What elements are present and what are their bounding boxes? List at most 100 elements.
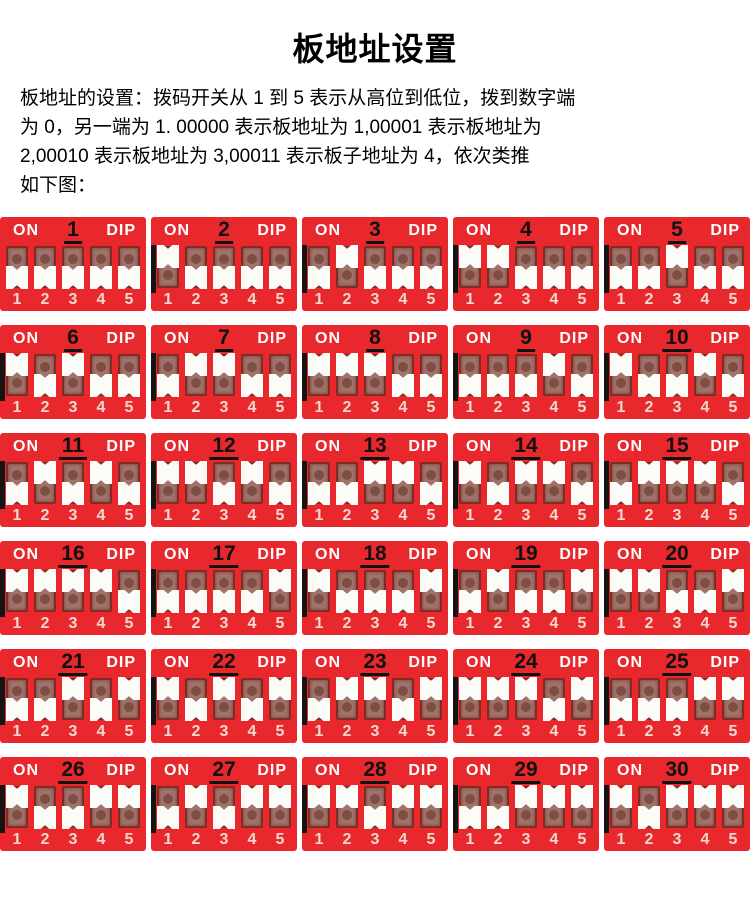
on-label: ON	[13, 222, 39, 239]
photo-edge-mark	[151, 353, 156, 401]
scale-digit: 5	[426, 831, 436, 848]
dip-panel-17-switch-4	[241, 570, 263, 613]
dip-panel-3: ON 3 DIP 1 2 3 4 5	[302, 217, 448, 311]
switch-slider	[241, 698, 263, 721]
dip-panel-28-switch-2	[336, 785, 358, 828]
dip-panel-4: ON 4 DIP 1 2 3 4 5	[453, 217, 599, 311]
scale-digit: 3	[370, 291, 380, 308]
scale-digit: 2	[644, 399, 654, 416]
switch-slider	[364, 806, 386, 829]
dip-panel-11-switch-5	[118, 462, 140, 505]
slot-recess-dot	[549, 254, 559, 264]
dip-panel-23-switch-5	[420, 677, 442, 720]
dip-panel-21: ON 21 DIP 1 2 3 4 5	[0, 649, 146, 743]
dip-panel-9: ON 9 DIP 1 2 3 4 5	[453, 325, 599, 419]
slot-recess-dot	[219, 702, 229, 712]
switch-slider	[420, 785, 442, 808]
address-number: 13	[360, 434, 390, 461]
scale-digit: 4	[700, 399, 710, 416]
dip-panel-17: ON 17 DIP 1 2 3 4 5	[151, 541, 297, 635]
dip-panel-9-switch-2	[487, 354, 509, 397]
slot-recess-dot	[577, 702, 587, 712]
address-number: 1	[64, 218, 82, 245]
switch-slider	[62, 569, 84, 592]
slot-recess-dot	[314, 254, 324, 264]
dip-panel-9-switch-4	[543, 353, 565, 396]
dip-panel-7-switch-2	[185, 353, 207, 396]
switch-slots	[308, 461, 442, 505]
position-scale: 1 2 3 4 5	[459, 291, 593, 309]
dip-panel-3-switch-4	[392, 246, 414, 289]
slot-recess-dot	[700, 378, 710, 388]
on-label: ON	[617, 438, 643, 455]
switch-slider	[638, 806, 660, 829]
slot-recess-dot	[465, 578, 475, 588]
slot-recess-dot	[96, 486, 106, 496]
slot-recess-dot	[577, 254, 587, 264]
address-number: 18	[360, 542, 390, 569]
scale-digit: 4	[549, 615, 559, 632]
switch-slider	[6, 785, 28, 808]
switch-slider	[308, 569, 330, 592]
dip-label: DIP	[408, 438, 438, 455]
position-scale: 1 2 3 4 5	[610, 399, 744, 417]
slot-recess-dot	[672, 686, 682, 696]
slot-recess-dot	[247, 578, 257, 588]
switch-slider	[515, 266, 537, 289]
switch-slider	[666, 461, 688, 484]
dip-panel-20-switch-4	[694, 570, 716, 613]
switch-slots	[610, 785, 744, 829]
dip-panel-27-switch-1	[157, 786, 179, 829]
slot-recess-dot	[644, 254, 654, 264]
dip-panel-18-switch-2	[336, 570, 358, 613]
position-scale: 1 2 3 4 5	[610, 507, 744, 525]
dip-panel-12-switch-5	[269, 462, 291, 505]
dip-label: DIP	[257, 762, 287, 779]
scale-digit: 2	[40, 291, 50, 308]
slot-recess-dot	[96, 254, 106, 264]
slot-recess-dot	[728, 702, 738, 712]
dip-panel-5: ON 5 DIP 1 2 3 4 5	[604, 217, 750, 311]
slot-recess-dot	[493, 702, 503, 712]
position-scale: 1 2 3 4 5	[157, 291, 291, 309]
dip-panel-3-switch-3	[364, 246, 386, 289]
on-label: ON	[315, 222, 341, 239]
dip-label: DIP	[106, 330, 136, 347]
switch-slider	[157, 806, 179, 829]
switch-slider	[515, 677, 537, 700]
slot-recess-dot	[124, 362, 134, 372]
switch-slider	[118, 785, 140, 808]
dip-panel-2-switch-3	[213, 246, 235, 289]
slot-recess-dot	[549, 686, 559, 696]
dip-label: DIP	[106, 222, 136, 239]
dip-panel-20-switch-2	[638, 569, 660, 612]
slot-recess-dot	[68, 470, 78, 480]
position-scale: 1 2 3 4 5	[6, 291, 140, 309]
scale-digit: 2	[644, 507, 654, 524]
switch-slider	[269, 677, 291, 700]
slot-recess-dot	[577, 470, 587, 480]
switch-slider	[213, 677, 235, 700]
scale-digit: 1	[616, 507, 626, 524]
switch-slider	[392, 374, 414, 397]
dip-label: DIP	[257, 546, 287, 563]
dip-panel-15-switch-5	[722, 462, 744, 505]
dip-panel-5-switch-2	[638, 246, 660, 289]
scale-digit: 1	[314, 399, 324, 416]
scale-digit: 5	[275, 507, 285, 524]
position-scale: 1 2 3 4 5	[157, 399, 291, 417]
switch-slider	[62, 482, 84, 505]
switch-slider	[459, 461, 481, 484]
scale-digit: 5	[124, 291, 134, 308]
dip-panel-20-switch-1	[610, 569, 632, 612]
slot-recess-dot	[644, 486, 654, 496]
dip-panel-23-switch-3	[364, 677, 386, 720]
scale-digit: 1	[314, 507, 324, 524]
slot-recess-dot	[163, 486, 173, 496]
scale-digit: 4	[700, 831, 710, 848]
address-number: 6	[64, 326, 82, 353]
scale-digit: 5	[426, 399, 436, 416]
scale-digit: 4	[398, 723, 408, 740]
position-scale: 1 2 3 4 5	[459, 507, 593, 525]
